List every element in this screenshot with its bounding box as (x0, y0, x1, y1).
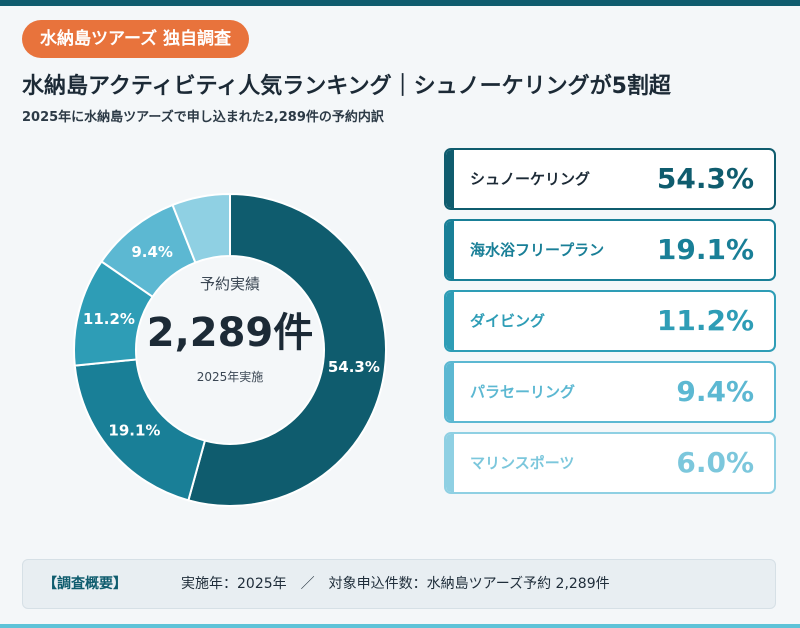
bottom-accent-bar (0, 624, 800, 628)
ranking-card-1: シュノーケリング 54.3% (444, 148, 776, 210)
ranking-activity-name: ダイビング (470, 312, 546, 330)
ranking-card-accent (446, 221, 454, 279)
survey-summary-box: 【調査概要】 実施年：2025年 ／ 対象申込件数：水納島ツアーズ予約 2,28… (22, 559, 776, 609)
ranking-percentage: 54.3% (656, 162, 754, 195)
ranking-card-accent (446, 150, 454, 208)
page-title: 水納島アクティビティ人気ランキング｜シュノーケリングが5割超 (22, 74, 671, 99)
donut-slice-label-2: 19.1% (108, 422, 160, 440)
donut-chart: 54.3% 19.1% 11.2% 9.4% (73, 192, 387, 507)
ranking-card-accent (446, 292, 454, 350)
donut-slice-5 (171, 192, 231, 264)
ranking-card-3: ダイビング 11.2% (444, 290, 776, 352)
ranking-activity-name: シュノーケリング (470, 170, 591, 188)
ranking-card-2: 海水浴フリープラン 19.1% (444, 219, 776, 281)
ranking-card-accent (446, 434, 454, 492)
ranking-percentage: 11.2% (656, 304, 754, 337)
ranking-percentage: 19.1% (656, 233, 754, 266)
ranking-card-4: パラセーリング 9.4% (444, 361, 776, 423)
donut-center-total: 2,289件 (146, 310, 314, 356)
ranking-activity-name: 海水浴フリープラン (470, 241, 605, 259)
ranking-percentage: 6.0% (676, 446, 754, 479)
ranking-activity-name: マリンスポーツ (470, 454, 575, 472)
survey-badge: 水納島ツアーズ 独自調査 (22, 20, 250, 58)
ranking-activity-name: パラセーリング (470, 383, 576, 401)
ranking-percentage: 9.4% (676, 375, 754, 408)
summary-text: 実施年：2025年 ／ 対象申込件数：水納島ツアーズ予約 2,289件 (181, 576, 610, 592)
donut-slice-label-1: 54.3% (328, 358, 380, 376)
summary-label: 【調査概要】 (43, 576, 127, 592)
donut-center-hole (137, 257, 323, 443)
donut-center-caption: 予約実績 (199, 275, 260, 293)
ranking-card-accent (446, 363, 454, 421)
ranking-card-5: マリンスポーツ 6.0% (444, 432, 776, 494)
donut-slice-label-4: 9.4% (131, 243, 173, 261)
donut-center-note: 2025年実施 (196, 370, 264, 384)
donut-slice-1 (187, 192, 387, 507)
page-subtitle: 2025年に水納島ツアーズで申し込まれた2,289件の予約内訳 (22, 110, 384, 125)
donut-slice-label-3: 11.2% (83, 310, 135, 328)
top-accent-bar (0, 0, 800, 6)
